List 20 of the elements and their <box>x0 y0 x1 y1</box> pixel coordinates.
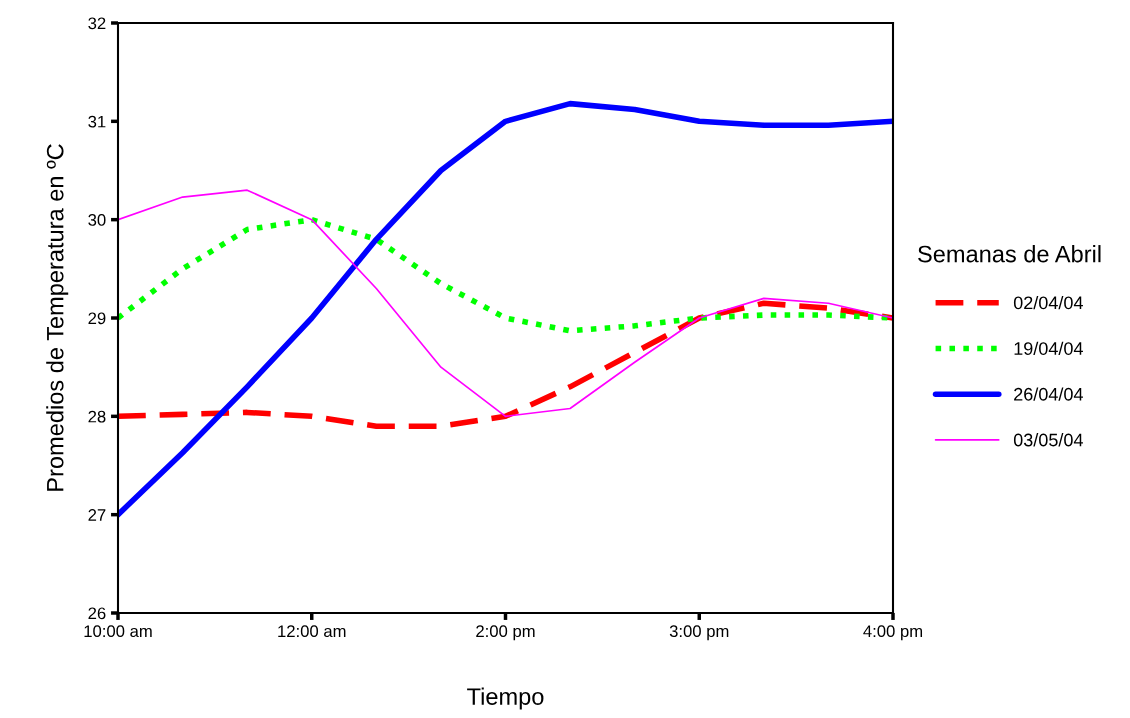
legend-label: 02/04/04 <box>1013 295 1083 310</box>
x-tick-label: 2:00 pm <box>476 625 535 641</box>
x-tick-label: 4:00 pm <box>863 625 923 641</box>
legend-title: Semanas de Abril <box>918 245 1101 263</box>
line-series <box>118 189 893 418</box>
x-tick-label: 3:00 pm <box>669 625 729 641</box>
y-axis-title: Promedios de Temperatura en ºC <box>46 144 69 491</box>
y-tick-label: 30 <box>88 214 106 226</box>
y-tick-label: 26 <box>88 607 106 620</box>
x-tick-label: 12:00 am <box>278 625 346 638</box>
x-axis-title: Tiempo <box>467 687 544 710</box>
legend-label: 19/04/04 <box>1014 341 1083 355</box>
legend-label: 03/05/04 <box>1013 433 1083 447</box>
y-tick-label: 32 <box>88 17 106 30</box>
y-tick-label: 28 <box>88 410 106 423</box>
x-tick-label: 10:00 am <box>84 625 152 638</box>
y-tick-label: 31 <box>88 115 106 128</box>
y-tick-label: 27 <box>88 509 106 521</box>
y-tick-label: 29 <box>88 312 106 325</box>
legend-label: 26/04/04 <box>1014 387 1083 401</box>
